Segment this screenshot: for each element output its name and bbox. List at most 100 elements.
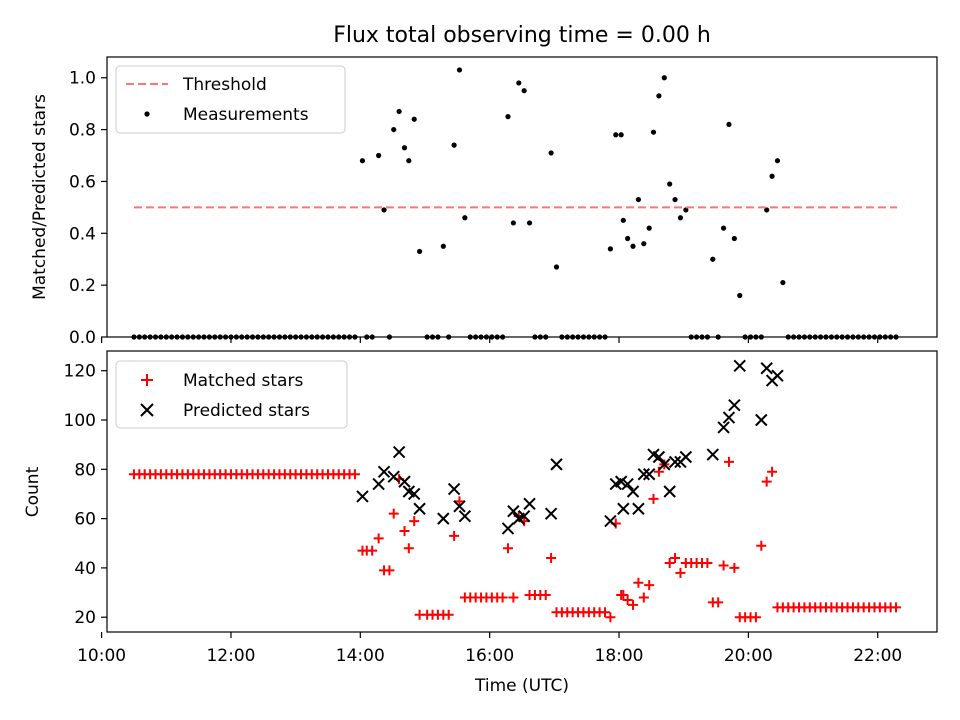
measurement-point bbox=[683, 207, 689, 213]
predicted-star-marker bbox=[453, 500, 466, 513]
measurement-point bbox=[607, 246, 613, 252]
measurement-point bbox=[440, 243, 446, 249]
measurement-point bbox=[505, 114, 511, 120]
predicted-star-marker bbox=[621, 477, 634, 491]
measurement-point bbox=[526, 220, 533, 226]
predicted-star-marker bbox=[706, 448, 719, 461]
count-y-tick-label: 120 bbox=[64, 362, 96, 382]
predicted-star-marker bbox=[392, 445, 406, 459]
matched-star-marker bbox=[653, 466, 664, 477]
measurement-point bbox=[646, 225, 652, 231]
count-y-axis-label: Count bbox=[23, 466, 43, 517]
measurement-point bbox=[620, 217, 626, 223]
predicted-star-marker bbox=[652, 450, 666, 464]
count-subplot: 20 40 60 80 100 120 10:00 12:00 14:00 16:00 18:00… bbox=[23, 350, 938, 696]
count-legend: Matched stars Predicted stars bbox=[115, 360, 348, 429]
predicted-star-marker bbox=[771, 369, 784, 382]
measurement-point bbox=[548, 150, 554, 156]
matched-star-marker bbox=[508, 592, 519, 603]
matched-star-marker bbox=[388, 508, 399, 519]
ratio-y-tick-label: 0.4 bbox=[69, 224, 96, 244]
ratio-subplot: 0.0 0.2 0.4 0.6 0.8 1.0 Matched/Predicted sta… bbox=[30, 56, 938, 348]
measurement-point bbox=[650, 129, 657, 135]
matched-star-marker bbox=[713, 597, 724, 608]
x-tick-label: 12:00 bbox=[206, 646, 255, 666]
measurement-point bbox=[401, 145, 408, 151]
measurement-point bbox=[656, 93, 662, 99]
predicted-star-marker bbox=[447, 482, 461, 496]
matched-star-marker bbox=[664, 557, 675, 568]
measurement-point bbox=[737, 292, 743, 299]
predicted-star-marker bbox=[717, 421, 730, 434]
matched-star-marker bbox=[702, 557, 713, 568]
predicted-star-marker bbox=[668, 455, 682, 469]
matched-star-marker bbox=[349, 469, 360, 480]
matched-star-marker bbox=[403, 543, 414, 554]
matched-star-marker bbox=[546, 553, 557, 564]
ratio-legend: Threshold Measurements bbox=[115, 65, 346, 134]
matched-star-marker bbox=[449, 530, 460, 541]
count-y-tick-label: 100 bbox=[64, 411, 96, 431]
count-y-tick-label: 20 bbox=[74, 608, 96, 628]
predicted-star-marker bbox=[517, 509, 531, 523]
predicted-star-marker bbox=[755, 413, 768, 427]
chart-title: Flux total observing time = 0.00 h bbox=[333, 23, 711, 48]
ratio-y-tick-label: 0.2 bbox=[69, 276, 96, 296]
predicted-star-marker bbox=[377, 465, 391, 478]
count-x-axis: 10:00 12:00 14:00 16:00 18:00 20:00 22:00 bbox=[77, 632, 902, 666]
matched-star-marker bbox=[767, 466, 778, 477]
matched-star-marker bbox=[502, 543, 513, 554]
measurement-point bbox=[625, 235, 631, 242]
matched-star-marker bbox=[633, 577, 644, 588]
ratio-legend-box bbox=[115, 65, 346, 134]
measurement-point bbox=[618, 132, 624, 138]
matched-star-marker bbox=[409, 516, 420, 527]
count-legend-box bbox=[115, 360, 348, 429]
x-axis-label: Time (UTC) bbox=[474, 676, 569, 696]
predicted-star-marker bbox=[501, 522, 515, 535]
measurement-point bbox=[780, 279, 786, 286]
measurement-point bbox=[677, 215, 684, 221]
measurement-point bbox=[521, 88, 527, 94]
predicted-star-marker bbox=[679, 450, 693, 464]
matched-star-marker bbox=[638, 592, 649, 603]
predicted-star-marker bbox=[658, 458, 671, 471]
measurement-point bbox=[726, 121, 732, 128]
measurement-point bbox=[774, 158, 781, 164]
ratio-y-axis: 0.0 0.2 0.4 0.6 0.8 1.0 bbox=[69, 69, 107, 348]
ratio-y-tick-label: 0.8 bbox=[69, 121, 96, 141]
measurement-point bbox=[391, 126, 397, 133]
matched-star-marker bbox=[670, 553, 681, 564]
legend-measurements-label: Measurements bbox=[183, 105, 309, 125]
predicted-star-marker bbox=[437, 512, 450, 525]
measurement-point bbox=[510, 220, 516, 226]
measurement-point bbox=[359, 158, 366, 164]
matched-star-marker bbox=[605, 612, 616, 623]
predicted-star-marker bbox=[387, 470, 400, 483]
predicted-star-marker bbox=[458, 509, 472, 523]
count-y-tick-label: 80 bbox=[74, 460, 96, 480]
predicted-star-marker bbox=[728, 399, 741, 412]
predicted-star-marker bbox=[413, 502, 426, 515]
matched-star-marker bbox=[399, 525, 410, 536]
x-tick-label: 14:00 bbox=[336, 646, 385, 666]
ratio-y-tick-label: 1.0 bbox=[69, 69, 96, 89]
measurement-point bbox=[613, 132, 619, 138]
count-y-tick-label: 40 bbox=[74, 559, 96, 579]
x-tick-label: 16:00 bbox=[465, 646, 514, 666]
matched-star-marker bbox=[756, 540, 767, 551]
measurement-point bbox=[710, 256, 716, 262]
predicted-star-marker bbox=[408, 487, 421, 501]
predicted-star-marker bbox=[663, 485, 676, 498]
predicted-star-marker bbox=[507, 505, 520, 518]
matched-star-marker bbox=[622, 594, 633, 605]
count-y-tick-label: 60 bbox=[74, 510, 96, 530]
measurement-point bbox=[769, 173, 775, 179]
matched-star-marker bbox=[540, 590, 551, 601]
count-y-axis: 20 40 60 80 100 120 bbox=[64, 362, 107, 628]
measurement-point bbox=[672, 196, 678, 203]
predicted-star-marker bbox=[760, 362, 773, 375]
ratio-y-tick-label: 0.6 bbox=[69, 172, 96, 192]
x-tick-label: 20:00 bbox=[724, 646, 773, 666]
